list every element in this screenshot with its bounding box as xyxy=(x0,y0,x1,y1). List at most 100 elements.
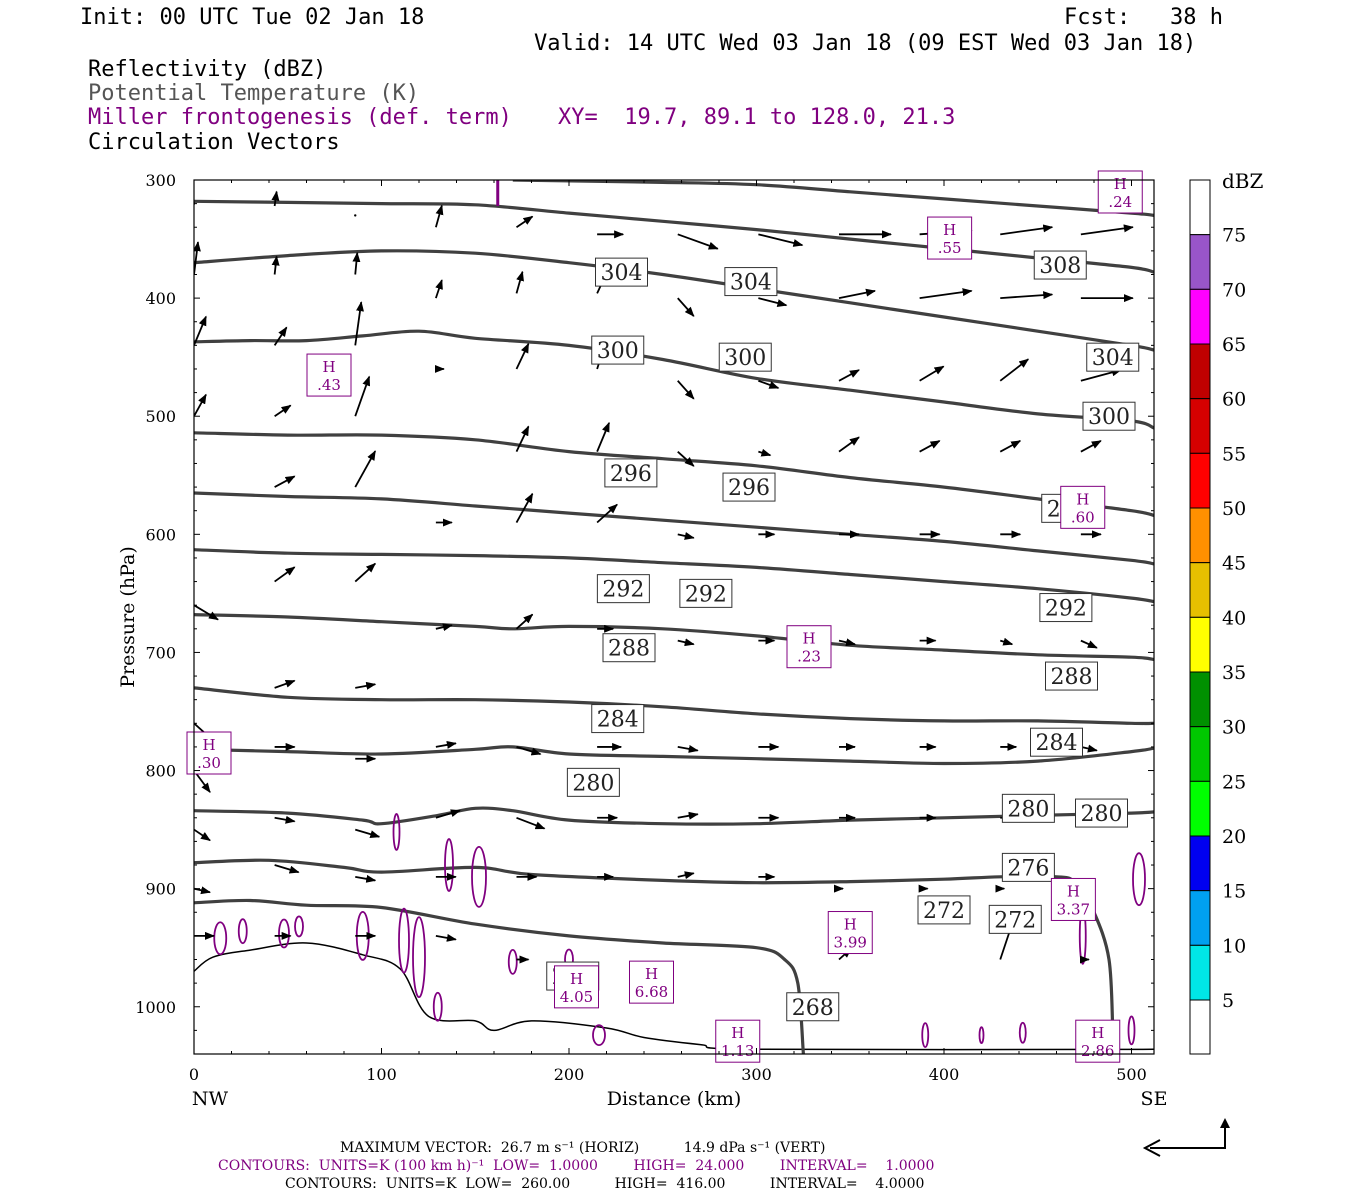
theta-label-box xyxy=(1086,342,1140,372)
circulation-vector xyxy=(274,566,296,583)
theta-label-box xyxy=(566,767,620,797)
circulation-vector xyxy=(194,393,207,417)
reference-vector-icon xyxy=(1142,1118,1230,1157)
theta-label: 296 xyxy=(728,476,770,501)
theta-label-box xyxy=(1001,852,1055,882)
theta-label: 304 xyxy=(730,271,772,296)
circulation-vector xyxy=(596,421,610,452)
circulation-vector xyxy=(355,681,377,690)
colorbar-level-label: 10 xyxy=(1222,935,1246,957)
theta-label: 308 xyxy=(1039,254,1081,279)
theta-contour-292 xyxy=(194,613,1154,662)
theta-label: 288 xyxy=(1051,665,1093,690)
theta-label-box xyxy=(1082,401,1136,431)
circulation-vector xyxy=(838,288,876,299)
colorbar-level-label: 40 xyxy=(1222,607,1246,629)
circulation-vector xyxy=(274,864,300,874)
colorbar-segment xyxy=(1189,999,1211,1055)
frontogenesis-max-value: .24 xyxy=(1108,193,1132,211)
theta-label-box xyxy=(591,704,645,734)
y-tick-label: 800 xyxy=(145,762,176,781)
frontogenesis-max-box xyxy=(306,353,352,397)
circulation-vector xyxy=(194,315,207,346)
colorbar-level-label: 65 xyxy=(1222,334,1246,356)
colorbar-level-label: 5 xyxy=(1222,990,1234,1012)
theta-label-box xyxy=(1030,727,1083,757)
theta-label-box xyxy=(596,574,650,604)
theta-label: 292 xyxy=(602,578,644,603)
theta-label: 300 xyxy=(597,339,639,364)
theta-label-box xyxy=(1039,593,1093,623)
frontogenesis-max-marker: H xyxy=(645,965,658,983)
y-tick-label: 600 xyxy=(145,525,176,544)
theta-contour-276 xyxy=(194,858,1115,1031)
circulation-vector xyxy=(515,613,534,630)
circulation-vector xyxy=(194,241,201,275)
frontogenesis-contour xyxy=(213,921,228,956)
frontogenesis-max-marker: H xyxy=(1114,175,1127,193)
field-frontogenesis: Miller frontogenesis (def. term) xyxy=(88,105,512,130)
theta-contour-272 xyxy=(194,898,805,1054)
circulation-vector xyxy=(354,450,377,488)
circulation-vector xyxy=(435,204,444,228)
circulation-vectors xyxy=(194,190,1134,964)
theta-label-box xyxy=(724,267,778,297)
theta-label: 288 xyxy=(608,637,650,662)
theta-label: 296 xyxy=(610,462,652,487)
x-tick-label: 300 xyxy=(741,1065,772,1084)
theta-label: 284 xyxy=(1036,731,1078,756)
x-axis-label: Distance (km) xyxy=(607,1088,742,1110)
circulation-vector xyxy=(1080,639,1098,649)
frontogenesis-contour xyxy=(278,918,290,949)
circulation-vector xyxy=(515,425,530,453)
circulation-vector xyxy=(273,326,288,346)
circulation-vector xyxy=(758,297,788,307)
theta-label-box xyxy=(604,458,658,488)
circulation-vector xyxy=(354,562,376,583)
colorbar-segment xyxy=(1189,780,1211,837)
frontogenesis-max-box xyxy=(715,1019,761,1063)
colorbar-level-label: 50 xyxy=(1222,498,1246,520)
circulation-vector xyxy=(677,744,699,753)
theta-label: 272 xyxy=(994,908,1036,933)
theta-contour-284 xyxy=(194,745,1154,766)
colorbar-segment xyxy=(1189,562,1211,618)
theta-contour-300 xyxy=(194,491,1154,566)
theta-label: 300 xyxy=(1088,405,1130,430)
frontogenesis-max-value: .60 xyxy=(1071,508,1095,526)
frontogenesis-max-value: 4.05 xyxy=(560,988,593,1006)
field-potential-temperature: Potential Temperature (K) xyxy=(88,81,420,106)
theta-label-box xyxy=(1033,250,1087,280)
theta-label-box xyxy=(786,992,840,1022)
frontogenesis-max-value: 2.86 xyxy=(1081,1042,1114,1060)
colorbar-segment xyxy=(1189,944,1211,1001)
circulation-vector xyxy=(435,279,443,299)
circulation-vector xyxy=(274,815,296,824)
circulation-vector xyxy=(1080,744,1098,753)
frontogenesis-max-box xyxy=(1060,485,1106,529)
frontogenesis-max-box xyxy=(1075,1019,1121,1063)
frontogenesis-max-marker: H xyxy=(322,358,335,376)
circulation-vector xyxy=(999,358,1030,382)
frontogenesis-max-value: 6.68 xyxy=(635,983,668,1001)
circulation-vector xyxy=(677,297,695,317)
cross-section-endpoints: XY= 19.7, 89.1 to 128.0, 21.3 xyxy=(558,105,956,130)
colorbar-level-label: 30 xyxy=(1222,717,1246,739)
circulation-vector xyxy=(758,233,804,247)
theta-contour-288 xyxy=(194,686,1154,726)
circulation-vector xyxy=(354,214,357,217)
reference-vector-arrowhead xyxy=(1142,1139,1161,1157)
frontogenesis-max-value: 3.99 xyxy=(834,934,867,952)
circulation-vector xyxy=(1080,224,1134,236)
frontogenesis-contour xyxy=(444,838,454,892)
theta-label-box xyxy=(722,472,776,502)
frontogenesis-contour xyxy=(471,845,487,908)
circulation-vector xyxy=(435,809,461,819)
circulation-vector xyxy=(435,933,457,942)
frontogenesis-max-value: .23 xyxy=(797,648,821,666)
circulation-vector xyxy=(1080,440,1102,453)
theta-label: 276 xyxy=(1007,856,1049,881)
field-reflectivity: Reflectivity (dBZ) xyxy=(88,57,327,82)
colorbar-level-label: 75 xyxy=(1222,225,1246,247)
